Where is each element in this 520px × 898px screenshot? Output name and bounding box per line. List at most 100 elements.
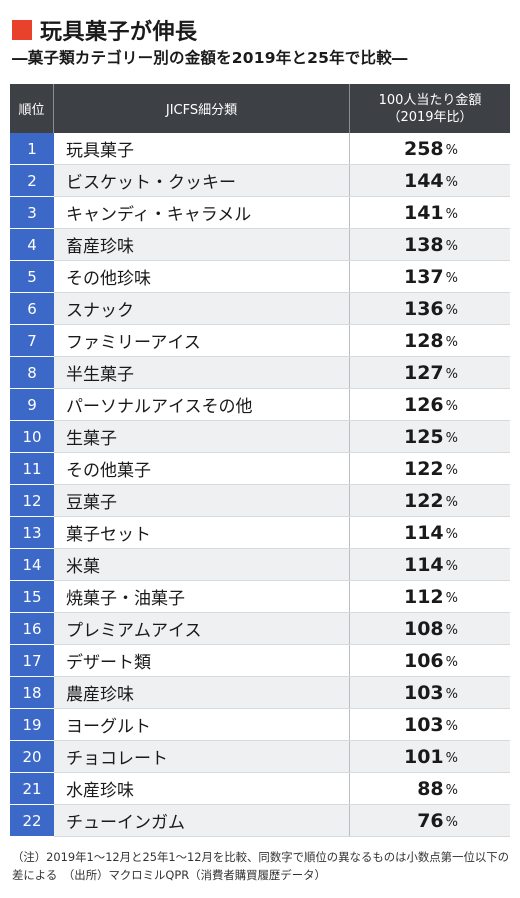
category-cell: その他珍味 bbox=[54, 261, 350, 292]
table-row: 11 その他菓子 122% bbox=[10, 453, 510, 485]
category-cell: 水産珍味 bbox=[54, 773, 350, 804]
value-number: 128 bbox=[403, 329, 444, 352]
value-number: 138 bbox=[403, 233, 444, 256]
value-cell: 108% bbox=[350, 613, 510, 644]
value-cell: 106% bbox=[350, 645, 510, 676]
category-cell: 生菓子 bbox=[54, 421, 350, 452]
value-cell: 125% bbox=[350, 421, 510, 452]
category-cell: 米菓 bbox=[54, 549, 350, 580]
table-body: 1 玩具菓子 258% 2 ビスケット・クッキー 144% 3 キャンディ・キャラメル 141%… bbox=[10, 133, 510, 837]
table-row: 8 半生菓子 127% bbox=[10, 357, 510, 389]
table-row: 20 チョコレート 101% bbox=[10, 741, 510, 773]
header-value-line1: 100人当たり金額 bbox=[378, 92, 482, 108]
value-cell: 126% bbox=[350, 389, 510, 420]
rank-cell: 18 bbox=[10, 677, 54, 709]
category-cell: キャンディ・キャラメル bbox=[54, 197, 350, 228]
value-unit: % bbox=[445, 751, 458, 766]
rank-cell: 15 bbox=[10, 581, 54, 613]
value-unit: % bbox=[445, 495, 458, 510]
rank-cell: 21 bbox=[10, 773, 54, 805]
category-cell: チューインガム bbox=[54, 805, 350, 836]
value-number: 114 bbox=[403, 521, 444, 544]
header-rank: 順位 bbox=[10, 84, 54, 133]
value-cell: 76% bbox=[350, 805, 510, 836]
value-number: 136 bbox=[403, 297, 444, 320]
table-row: 4 畜産珍味 138% bbox=[10, 229, 510, 261]
value-number: 126 bbox=[403, 393, 444, 416]
value-unit: % bbox=[445, 559, 458, 574]
value-unit: % bbox=[445, 431, 458, 446]
table-row: 10 生菓子 125% bbox=[10, 421, 510, 453]
table-header: 順位 JICFS細分類 100人当たり金額 （2019年比） bbox=[10, 84, 510, 133]
category-cell: 焼菓子・油菓子 bbox=[54, 581, 350, 612]
table-row: 15 焼菓子・油菓子 112% bbox=[10, 581, 510, 613]
value-unit: % bbox=[445, 527, 458, 542]
value-cell: 128% bbox=[350, 325, 510, 356]
value-unit: % bbox=[445, 463, 458, 478]
table-row: 1 玩具菓子 258% bbox=[10, 133, 510, 165]
ranking-table: 順位 JICFS細分類 100人当たり金額 （2019年比） 1 玩具菓子 258%… bbox=[10, 84, 510, 837]
value-cell: 141% bbox=[350, 197, 510, 228]
rank-cell: 14 bbox=[10, 549, 54, 581]
rank-cell: 17 bbox=[10, 645, 54, 677]
category-cell: ビスケット・クッキー bbox=[54, 165, 350, 196]
value-cell: 136% bbox=[350, 293, 510, 324]
header-value: 100人当たり金額 （2019年比） bbox=[350, 84, 510, 133]
value-number: 122 bbox=[403, 489, 444, 512]
rank-cell: 20 bbox=[10, 741, 54, 773]
category-cell: パーソナルアイスその他 bbox=[54, 389, 350, 420]
value-unit: % bbox=[445, 207, 458, 222]
value-unit: % bbox=[445, 591, 458, 606]
chart-title: 玩具菓子が伸長 bbox=[40, 20, 198, 45]
rank-cell: 6 bbox=[10, 293, 54, 325]
table-row: 13 菓子セット 114% bbox=[10, 517, 510, 549]
value-unit: % bbox=[445, 399, 458, 414]
value-number: 141 bbox=[403, 201, 444, 224]
table-row: 19 ヨーグルト 103% bbox=[10, 709, 510, 741]
category-cell: ファミリーアイス bbox=[54, 325, 350, 356]
value-number: 112 bbox=[403, 585, 444, 608]
table-row: 9 パーソナルアイスその他 126% bbox=[10, 389, 510, 421]
header-value-line2: （2019年比） bbox=[387, 109, 473, 125]
value-unit: % bbox=[445, 239, 458, 254]
value-number: 103 bbox=[403, 681, 444, 704]
table-row: 22 チューインガム 76% bbox=[10, 805, 510, 837]
value-unit: % bbox=[445, 783, 458, 798]
header-category: JICFS細分類 bbox=[54, 84, 350, 133]
value-cell: 137% bbox=[350, 261, 510, 292]
title-marker bbox=[12, 20, 32, 40]
value-number: 127 bbox=[403, 361, 444, 384]
rank-cell: 10 bbox=[10, 421, 54, 453]
table-row: 2 ビスケット・クッキー 144% bbox=[10, 165, 510, 197]
category-cell: ヨーグルト bbox=[54, 709, 350, 740]
table-row: 5 その他珍味 137% bbox=[10, 261, 510, 293]
rank-cell: 9 bbox=[10, 389, 54, 421]
value-unit: % bbox=[445, 719, 458, 734]
value-cell: 114% bbox=[350, 517, 510, 548]
table-row: 18 農産珍味 103% bbox=[10, 677, 510, 709]
category-cell: 菓子セット bbox=[54, 517, 350, 548]
value-cell: 138% bbox=[350, 229, 510, 260]
rank-cell: 3 bbox=[10, 197, 54, 229]
rank-cell: 22 bbox=[10, 805, 54, 837]
chart-subtitle: ―菓子類カテゴリー別の金額を2019年と25年で比較― bbox=[12, 49, 408, 67]
category-cell: 半生菓子 bbox=[54, 357, 350, 388]
value-cell: 122% bbox=[350, 485, 510, 516]
value-unit: % bbox=[445, 143, 458, 158]
category-cell: デザート類 bbox=[54, 645, 350, 676]
category-cell: 玩具菓子 bbox=[54, 133, 350, 164]
rank-cell: 16 bbox=[10, 613, 54, 645]
value-number: 258 bbox=[403, 137, 444, 160]
category-cell: チョコレート bbox=[54, 741, 350, 772]
table-row: 3 キャンディ・キャラメル 141% bbox=[10, 197, 510, 229]
value-cell: 88% bbox=[350, 773, 510, 804]
table-row: 21 水産珍味 88% bbox=[10, 773, 510, 805]
value-unit: % bbox=[445, 367, 458, 382]
rank-cell: 2 bbox=[10, 165, 54, 197]
table-row: 7 ファミリーアイス 128% bbox=[10, 325, 510, 357]
title-block: 玩具菓子が伸長 bbox=[12, 14, 198, 46]
value-cell: 127% bbox=[350, 357, 510, 388]
value-number: 125 bbox=[403, 425, 444, 448]
category-cell: スナック bbox=[54, 293, 350, 324]
value-unit: % bbox=[445, 303, 458, 318]
